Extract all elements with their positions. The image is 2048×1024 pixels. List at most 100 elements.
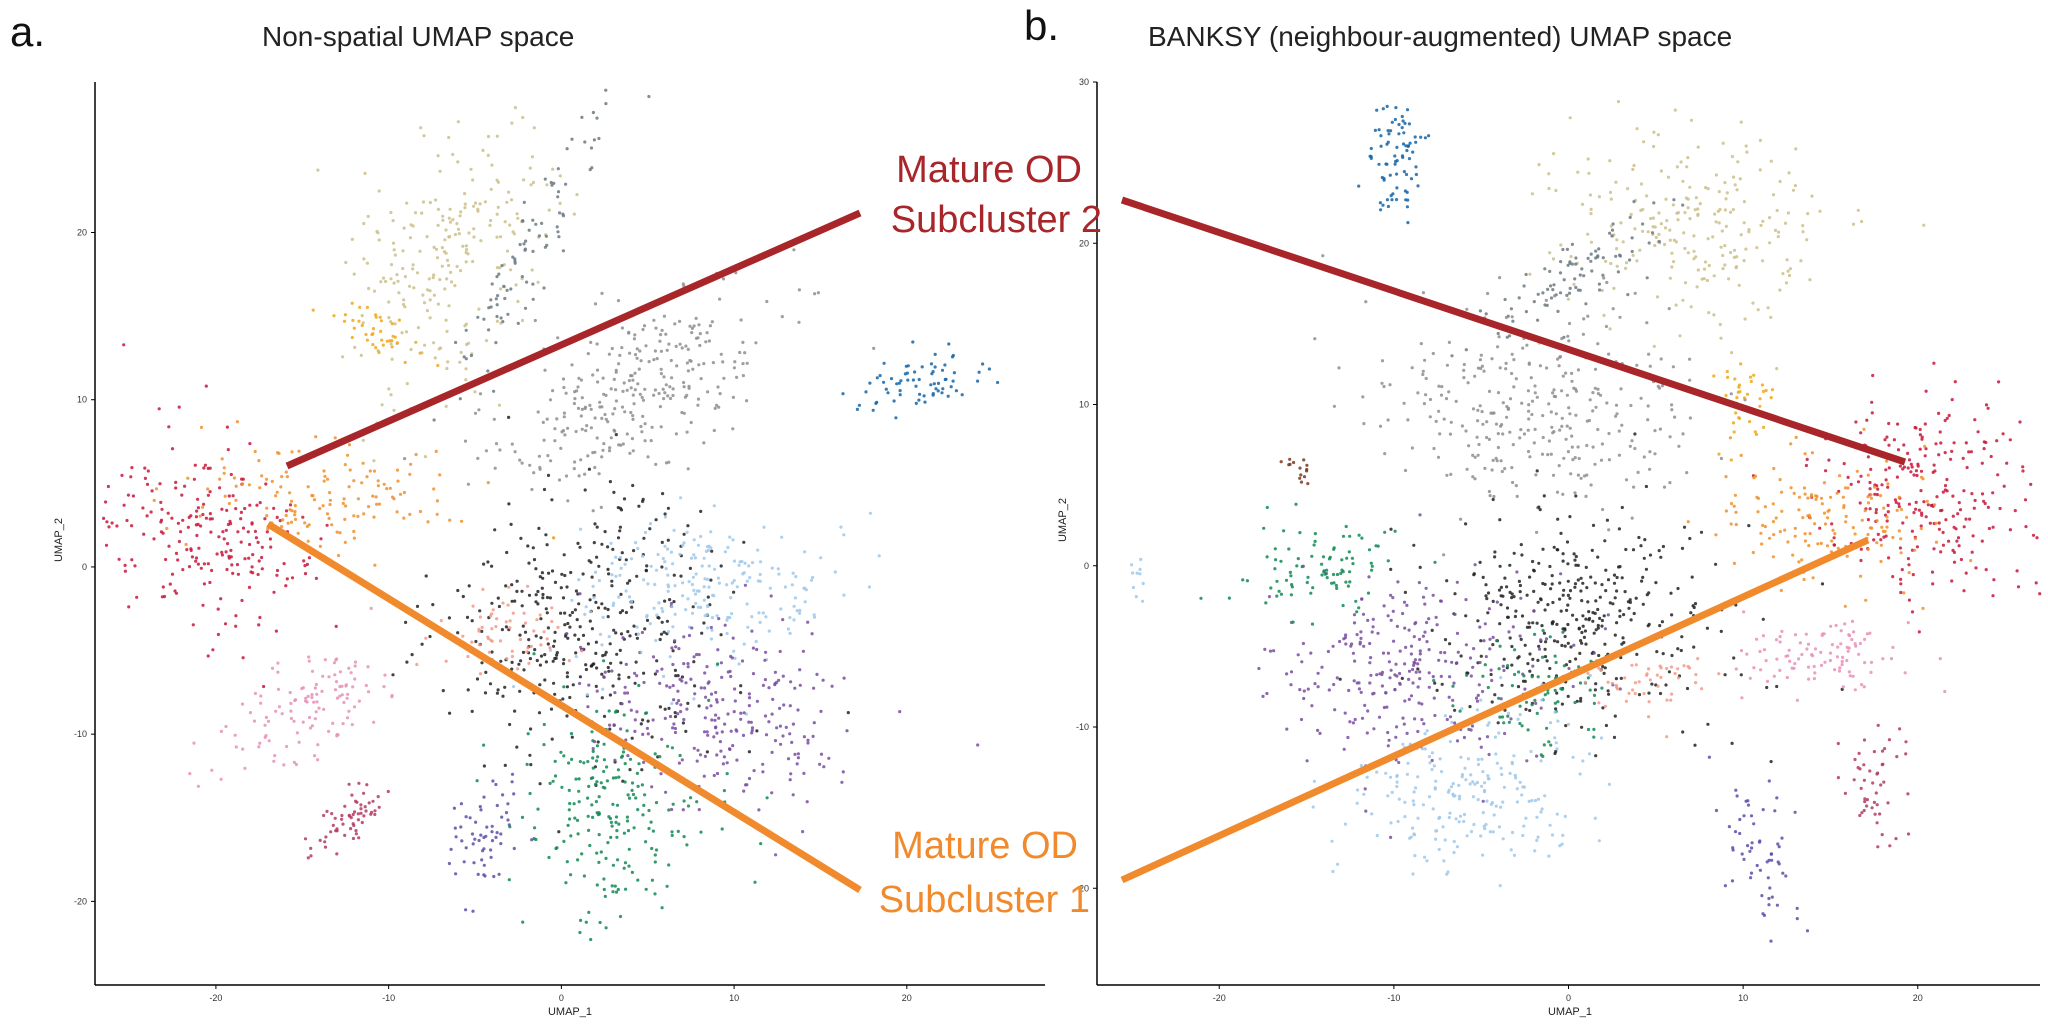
- scatter-point: [610, 669, 614, 673]
- scatter-point: [588, 843, 592, 848]
- scatter-point: [1783, 221, 1788, 225]
- scatter-point: [241, 656, 245, 660]
- scatter-point: [702, 621, 706, 625]
- scatter-point: [1547, 186, 1551, 191]
- scatter-point: [698, 753, 703, 757]
- scatter-point: [639, 650, 643, 654]
- scatter-point: [1462, 362, 1466, 367]
- scatter-point: [1841, 655, 1845, 660]
- scatter-point: [1476, 453, 1480, 457]
- scatter-point: [2018, 420, 2022, 424]
- scatter-point: [1488, 494, 1492, 498]
- scatter-point: [1843, 791, 1847, 796]
- scatter-point: [586, 705, 590, 709]
- scatter-point: [1721, 253, 1725, 258]
- scatter-point: [533, 826, 537, 830]
- scatter-point: [894, 416, 898, 420]
- scatter-point: [120, 473, 124, 477]
- scatter-point: [1904, 740, 1908, 744]
- scatter-point: [341, 722, 345, 726]
- scatter-point: [1780, 629, 1784, 634]
- scatter-point: [1774, 638, 1779, 642]
- scatter-point: [362, 791, 366, 795]
- scatter-point: [193, 463, 197, 467]
- scatter-point: [229, 472, 233, 477]
- scatter-point: [449, 280, 454, 284]
- scatter-point: [1481, 422, 1485, 426]
- scatter-point: [1824, 469, 1828, 473]
- scatter-point: [1505, 606, 1510, 610]
- scatter-point: [371, 494, 375, 498]
- scatter-point: [1483, 827, 1487, 831]
- scatter-point: [548, 398, 553, 402]
- scatter-point: [241, 526, 246, 530]
- scatter-point: [561, 429, 566, 433]
- scatter-point: [788, 778, 792, 782]
- scatter-point: [1629, 212, 1633, 217]
- scatter-point: [551, 389, 555, 393]
- scatter-point: [745, 361, 749, 365]
- scatter-point: [660, 737, 664, 741]
- scatter-point: [730, 581, 734, 585]
- scatter-point: [332, 314, 336, 318]
- scatter-point: [110, 521, 114, 525]
- scatter-point: [2031, 533, 2036, 537]
- scatter-point: [1542, 631, 1546, 635]
- scatter-point: [1597, 247, 1601, 251]
- scatter-point: [950, 355, 955, 359]
- scatter-point: [1845, 554, 1849, 558]
- scatter-point: [676, 829, 680, 834]
- scatter-point: [1706, 722, 1710, 726]
- scatter-point: [1385, 104, 1389, 108]
- scatter-point: [1558, 355, 1562, 359]
- scatter-point: [194, 556, 199, 560]
- scatter-point: [781, 674, 785, 678]
- scatter-point: [1478, 625, 1482, 629]
- scatter-point: [1856, 480, 1861, 484]
- scatter-point: [1245, 579, 1249, 583]
- scatter-point: [562, 415, 566, 419]
- scatter-point: [506, 312, 510, 316]
- scatter-point: [658, 705, 663, 709]
- scatter-point: [435, 512, 439, 516]
- scatter-point: [1548, 269, 1552, 273]
- scatter-point: [1797, 495, 1802, 499]
- scatter-point: [1593, 367, 1598, 371]
- scatter-point: [1386, 129, 1390, 133]
- scatter-point: [127, 605, 131, 609]
- scatter-point: [1618, 687, 1622, 691]
- scatter-point: [1724, 509, 1728, 513]
- scatter-point: [650, 425, 654, 429]
- scatter-point: [1491, 643, 1495, 647]
- scatter-point: [815, 672, 819, 677]
- scatter-point: [1769, 159, 1773, 163]
- scatter-point: [653, 853, 657, 857]
- scatter-point: [1518, 590, 1522, 594]
- scatter-point: [699, 534, 703, 539]
- scatter-point: [731, 395, 736, 399]
- scatter-point: [1630, 663, 1634, 667]
- scatter-point: [553, 439, 557, 443]
- scatter-point: [500, 628, 504, 632]
- scatter-point: [614, 815, 619, 819]
- scatter-point: [1448, 740, 1452, 744]
- scatter-point: [548, 648, 553, 652]
- scatter-point: [290, 450, 294, 454]
- scatter-point: [1679, 648, 1683, 653]
- scatter-point: [522, 242, 526, 246]
- scatter-point: [587, 784, 591, 789]
- scatter-point: [1533, 391, 1537, 395]
- scatter-point: [1589, 575, 1593, 579]
- scatter-point: [293, 517, 298, 522]
- scatter-point: [1886, 503, 1890, 507]
- scatter-point: [1414, 172, 1418, 177]
- scatter-point: [562, 685, 566, 689]
- scatter-point: [1706, 237, 1710, 241]
- scatter-point: [665, 619, 670, 623]
- scatter-point: [1416, 662, 1420, 666]
- scatter-point: [703, 754, 708, 759]
- scatter-point: [608, 446, 612, 450]
- scatter-point: [777, 572, 781, 576]
- scatter-point: [725, 618, 729, 622]
- scatter-point: [1561, 593, 1565, 597]
